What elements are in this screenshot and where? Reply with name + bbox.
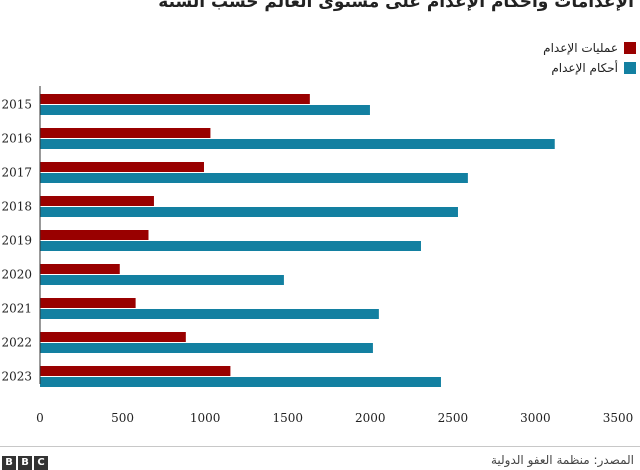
y-tick-label: 2017 bbox=[1, 166, 32, 180]
legend-item-executions: عمليات الإعدام bbox=[543, 38, 636, 58]
x-tick-label: 3000 bbox=[520, 411, 551, 425]
chart-title: الإعدامات وأحكام الإعدام على مستوى العال… bbox=[158, 0, 634, 12]
legend-item-sentences: أحكام الإعدام bbox=[543, 58, 636, 78]
bar-chart-plot: 2015 2016 2017 2018 2019 2020 2021 2022 2023 0 500… bbox=[1, 86, 634, 425]
bar-executions bbox=[40, 162, 204, 172]
bar-executions bbox=[40, 94, 310, 104]
bar-executions bbox=[40, 230, 149, 240]
y-tick-label: 2016 bbox=[1, 132, 32, 146]
x-tick-label: 2000 bbox=[355, 411, 386, 425]
y-tick-label: 2021 bbox=[1, 302, 32, 316]
logo-letter: C bbox=[34, 456, 48, 470]
bar-sentences bbox=[40, 105, 370, 115]
bbc-logo: B B C bbox=[2, 456, 48, 470]
bar-executions bbox=[40, 264, 120, 274]
bar-executions bbox=[40, 196, 154, 206]
x-tick-label: 0 bbox=[36, 411, 44, 425]
y-tick-label: 2018 bbox=[1, 200, 32, 214]
x-tick-label: 500 bbox=[111, 411, 134, 425]
logo-letter: B bbox=[2, 456, 16, 470]
bar-sentences bbox=[40, 275, 284, 285]
x-tick-label: 2500 bbox=[438, 411, 469, 425]
y-tick-label: 2022 bbox=[1, 336, 32, 350]
bar-sentences bbox=[40, 343, 373, 353]
legend-label-executions: عمليات الإعدام bbox=[543, 41, 618, 55]
x-tick-label: 1500 bbox=[272, 411, 303, 425]
logo-letter: B bbox=[18, 456, 32, 470]
y-tick-label: 2023 bbox=[1, 370, 32, 384]
bar-sentences bbox=[40, 173, 468, 183]
footer-divider bbox=[0, 446, 640, 447]
bar-sentences bbox=[40, 241, 421, 251]
y-tick-label: 2019 bbox=[1, 234, 32, 248]
bar-executions bbox=[40, 298, 136, 308]
x-tick-label: 1000 bbox=[190, 411, 221, 425]
x-tick-label: 3500 bbox=[603, 411, 634, 425]
bar-sentences bbox=[40, 377, 441, 387]
bar-executions bbox=[40, 366, 231, 376]
source-note: المصدر: منظمة العفو الدولية bbox=[490, 453, 634, 467]
legend-label-sentences: أحكام الإعدام bbox=[551, 61, 618, 75]
legend-swatch-sentences bbox=[624, 62, 636, 74]
bar-executions bbox=[40, 128, 211, 138]
bar-sentences bbox=[40, 139, 555, 149]
bar-executions bbox=[40, 332, 186, 342]
bar-sentences bbox=[40, 207, 458, 217]
bar-sentences bbox=[40, 309, 379, 319]
chart-legend: عمليات الإعدام أحكام الإعدام bbox=[543, 38, 636, 78]
y-tick-label: 2020 bbox=[1, 268, 32, 282]
legend-swatch-executions bbox=[624, 42, 636, 54]
y-tick-label: 2015 bbox=[1, 98, 32, 112]
